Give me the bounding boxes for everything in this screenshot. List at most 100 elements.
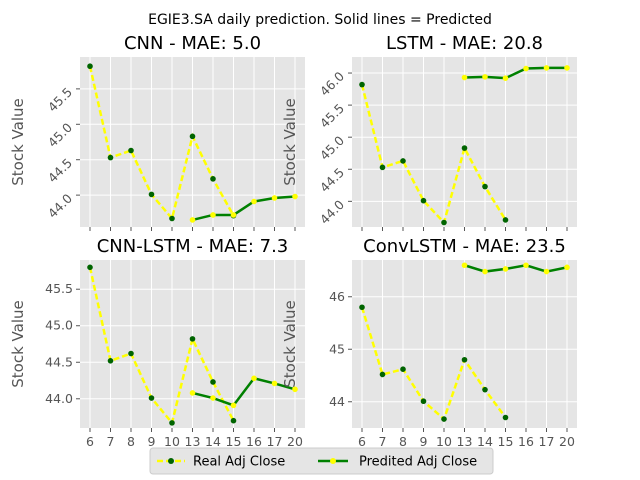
predicted-series-line bbox=[464, 66, 567, 80]
real-point bbox=[502, 414, 509, 421]
y-axis-label: Stock Value bbox=[281, 300, 299, 387]
real-point bbox=[420, 197, 427, 204]
y-tick-label: 46.0 bbox=[317, 69, 347, 99]
real-point bbox=[461, 356, 468, 363]
x-tick-label: 7 bbox=[379, 434, 387, 449]
predicted-point bbox=[564, 264, 570, 271]
subplot-convlstm: 6 7 8 9 10 13 14 15 16 17 20 44 45 46 ConvLSTM - MAE: … bbox=[281, 236, 577, 449]
real-point bbox=[441, 416, 447, 422]
predicted-series-line bbox=[464, 263, 568, 273]
predicted-point bbox=[482, 74, 488, 80]
y-tick-label: 44.5 bbox=[317, 165, 347, 195]
x-tick-label: 20 bbox=[559, 434, 575, 449]
real-point bbox=[189, 133, 196, 140]
x-tick-label: 17 bbox=[267, 434, 283, 449]
real-point bbox=[87, 63, 93, 70]
predicted-point bbox=[230, 402, 237, 409]
y-tick-label: 45.5 bbox=[317, 101, 347, 131]
x-tick-label: 14 bbox=[477, 434, 493, 449]
x-tick-label: 6 bbox=[86, 434, 94, 449]
legend-real-label: Real Adj Close bbox=[193, 455, 285, 470]
predicted-point bbox=[271, 195, 278, 201]
real-point bbox=[441, 219, 447, 226]
real-point bbox=[379, 371, 386, 378]
chart-suptitle: EGIE3.SA daily prediction. Solid lines =… bbox=[148, 12, 492, 28]
real-point bbox=[128, 350, 134, 357]
real-point bbox=[420, 398, 427, 405]
real-point bbox=[107, 154, 114, 161]
x-tick-label: 14 bbox=[205, 434, 221, 449]
predicted-point bbox=[523, 65, 529, 72]
y-axis-label: Stock Value bbox=[9, 98, 27, 185]
y-tick-label: 44.0 bbox=[45, 191, 75, 221]
chart-legend: Real Adj Close Predited Adj Close bbox=[149, 447, 494, 475]
real-point bbox=[107, 358, 114, 364]
y-tick-label: 44.0 bbox=[317, 197, 347, 227]
real-series-line bbox=[88, 267, 235, 426]
x-tick-label: 6 bbox=[358, 434, 366, 449]
real-point bbox=[210, 176, 216, 182]
predicted-series-line bbox=[192, 376, 296, 407]
real-point bbox=[230, 417, 237, 424]
real-point bbox=[148, 191, 155, 198]
predicted-point bbox=[502, 266, 509, 272]
y-tick-label: 45.0 bbox=[317, 133, 347, 163]
real-point bbox=[169, 420, 175, 426]
real-point bbox=[400, 366, 406, 373]
x-tick-label: 8 bbox=[399, 434, 407, 449]
x-tick-label: 13 bbox=[457, 434, 473, 449]
real-point bbox=[379, 164, 386, 171]
predicted-point bbox=[189, 390, 196, 396]
real-point bbox=[148, 395, 155, 401]
predicted-point bbox=[461, 74, 468, 81]
subplot-cnn-lstm: 6 7 8 9 10 13 14 15 16 17 20 44.0 44.5 45.0 45.5 CNN-LS… bbox=[9, 236, 305, 449]
predicted-point bbox=[482, 268, 488, 275]
y-tick-label: 44.5 bbox=[45, 155, 75, 185]
predicted-point bbox=[230, 212, 237, 218]
predicted-point bbox=[502, 75, 509, 81]
x-tick-label: 8 bbox=[127, 434, 135, 449]
x-tick-label: 10 bbox=[436, 434, 452, 449]
predicted-point bbox=[210, 212, 216, 218]
real-series-line bbox=[360, 306, 507, 422]
x-tick-label: 7 bbox=[107, 434, 115, 449]
x-tick-label: 16 bbox=[246, 434, 262, 449]
predicted-point bbox=[543, 65, 550, 71]
subplot-lstm: 44.044.545.045.546.0 LSTM - MAE: 20.8 Stoc… bbox=[281, 33, 577, 231]
real-series-line bbox=[360, 84, 507, 225]
x-tick-label: 20 bbox=[287, 434, 303, 449]
real-point bbox=[461, 145, 468, 151]
subplot-title: ConvLSTM - MAE: 23.5 bbox=[363, 236, 566, 257]
y-tick-label: 45.5 bbox=[45, 84, 75, 114]
x-tick-label: 15 bbox=[226, 434, 242, 449]
x-tick-label: 16 bbox=[518, 434, 534, 449]
real-point bbox=[128, 147, 134, 154]
y-tick-label: 46 bbox=[329, 289, 345, 304]
y-tick-label: 45 bbox=[329, 341, 345, 356]
legend-pred-marker bbox=[330, 458, 336, 464]
subplot-title: CNN-LSTM - MAE: 7.3 bbox=[97, 236, 289, 257]
predicted-point bbox=[461, 262, 468, 269]
predicted-point bbox=[523, 262, 529, 269]
subplot-cnn: 44.0 44.5 45.0 45.5 CNN - MAE: 5.0 Stock Valu… bbox=[9, 33, 305, 231]
y-tick-label: 44 bbox=[329, 394, 345, 409]
subplot-title: CNN - MAE: 5.0 bbox=[124, 33, 261, 54]
predicted-point bbox=[210, 395, 216, 401]
x-tick-label: 13 bbox=[185, 434, 201, 449]
real-point bbox=[359, 81, 365, 88]
predicted-point bbox=[251, 198, 257, 205]
y-tick-label: 45.0 bbox=[45, 120, 75, 150]
subplot-title: LSTM - MAE: 20.8 bbox=[386, 33, 543, 54]
x-tick-label: 9 bbox=[420, 434, 428, 449]
y-tick-label: 44.0 bbox=[45, 391, 73, 406]
y-axis-label: Stock Value bbox=[281, 98, 299, 185]
x-tick-label: 9 bbox=[148, 434, 156, 449]
predicted-point bbox=[292, 386, 298, 393]
y-tick-label: 45.5 bbox=[45, 281, 73, 296]
real-point bbox=[482, 386, 488, 393]
x-tick-label: 17 bbox=[539, 434, 555, 449]
real-point bbox=[400, 158, 406, 164]
real-point bbox=[359, 304, 365, 311]
predicted-point bbox=[564, 65, 570, 71]
real-series-line bbox=[88, 65, 235, 222]
